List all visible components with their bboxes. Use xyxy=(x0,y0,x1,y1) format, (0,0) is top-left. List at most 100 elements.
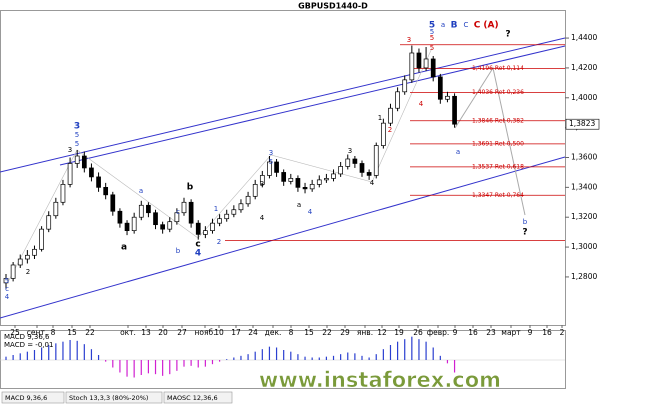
candle-body xyxy=(373,145,379,176)
candle-body xyxy=(445,95,450,100)
macd-bar xyxy=(162,360,164,376)
wave-label: B xyxy=(451,21,458,31)
candle-body xyxy=(203,230,208,235)
x-tick-label: 16 xyxy=(468,328,478,337)
x-tick-label: 19 xyxy=(394,328,404,337)
x-tick-label: 25 xyxy=(10,328,20,337)
x-tick-label: 22 xyxy=(85,328,95,337)
wave-label: 5 xyxy=(75,140,79,148)
candle-body xyxy=(81,155,87,169)
candle-body xyxy=(146,204,151,214)
x-tick-label: янв. xyxy=(357,328,373,337)
macd-bar xyxy=(297,354,299,360)
candle-body xyxy=(124,222,130,231)
candle-body xyxy=(17,258,23,266)
y-tick-label: 1,4200 xyxy=(571,63,597,72)
x-tick-label: окт. xyxy=(120,328,136,337)
wave-label: ? xyxy=(505,30,510,40)
x-tick-label: 17 xyxy=(231,328,241,337)
wave-label: 3 xyxy=(407,36,411,44)
macd-bar xyxy=(176,360,178,371)
macd-bar xyxy=(48,345,50,360)
wave-label: 2 xyxy=(217,238,221,246)
candle-body xyxy=(331,173,336,179)
channel-line xyxy=(0,156,566,319)
macd-bar xyxy=(105,360,107,362)
wave-label: 5 xyxy=(430,28,434,36)
wave-label: 3 xyxy=(74,122,80,132)
x-tick-label: нояб. xyxy=(194,328,215,337)
macd-bar xyxy=(290,351,292,360)
wave-label: 3 xyxy=(260,180,264,188)
plot-frame xyxy=(0,10,566,326)
level-label: 1,3537 Ret 0,618 xyxy=(472,163,524,170)
wave-label: a xyxy=(441,21,445,29)
current-price-label: 1,3823 xyxy=(569,119,595,128)
macd-bar xyxy=(397,341,399,360)
wave-label: 3 xyxy=(269,149,273,157)
x-tick-label: 10 xyxy=(214,328,224,337)
wave-label: 5 xyxy=(5,277,9,285)
wave-label: 4 xyxy=(5,293,10,301)
macd-bar xyxy=(240,355,242,360)
x-tick-label: март xyxy=(501,328,521,337)
x-tick-label: 9 xyxy=(453,328,458,337)
candle-body xyxy=(224,213,230,220)
tab[interactable]: MAOSC 12,36,6 xyxy=(167,394,218,402)
macd-bar xyxy=(204,360,206,367)
candle-body xyxy=(60,184,66,203)
macd-bar xyxy=(169,360,171,375)
macd-value: MACD = -0,01 xyxy=(4,341,53,349)
candle-body xyxy=(359,163,365,173)
wave-label: ? xyxy=(522,228,527,238)
macd-bar xyxy=(211,360,214,365)
y-tick-label: 1,3000 xyxy=(571,242,597,251)
macd-bar xyxy=(404,339,406,360)
candle-body xyxy=(416,52,422,69)
candle-body xyxy=(316,179,322,185)
wave-label: c xyxy=(5,285,9,293)
x-tick-label: сент. xyxy=(27,328,47,337)
candle-body xyxy=(110,194,116,212)
wave-label: 4 xyxy=(195,249,201,259)
candle-body xyxy=(10,264,16,279)
candle-body xyxy=(281,172,287,182)
x-tick-label: 29 xyxy=(340,328,350,337)
macd-bar xyxy=(19,353,21,360)
macd-bar xyxy=(33,350,36,360)
tab-frame xyxy=(163,391,233,404)
y-tick-label: 1,3400 xyxy=(571,182,597,191)
wave-label: 5 xyxy=(269,158,273,166)
macd-bar xyxy=(219,360,221,362)
candle-body xyxy=(309,184,315,190)
tab[interactable]: Stoch 13,3,3 (80%-20%) xyxy=(69,394,148,402)
level-label: 1,3347 Ret 0,764 xyxy=(472,192,524,199)
wave-label: b xyxy=(187,183,194,193)
candle-body xyxy=(96,176,101,188)
macd-bar xyxy=(55,343,57,360)
macd-bar xyxy=(439,355,441,360)
macd-bar xyxy=(361,355,363,360)
candle-body xyxy=(295,178,301,188)
macd-bar xyxy=(112,360,114,368)
macd-bar xyxy=(5,356,7,360)
macd-bar xyxy=(347,352,349,360)
macd-frame xyxy=(0,330,566,389)
macd-bar xyxy=(76,340,78,360)
macd-bar xyxy=(83,344,85,360)
tab-frame xyxy=(1,391,65,404)
candle-body xyxy=(252,184,258,197)
wave-label: C xyxy=(474,21,481,31)
candle-body xyxy=(181,201,187,214)
tab-frame xyxy=(65,391,163,404)
wave-label: C xyxy=(464,21,469,29)
level-label: 1,3691 Ret 0,500 xyxy=(472,140,524,147)
wave-label: a xyxy=(297,201,301,209)
candle-body xyxy=(160,224,165,230)
tab[interactable]: MACD 9,36,6 xyxy=(5,394,47,402)
wave-label: b xyxy=(523,218,528,226)
macd-bar xyxy=(147,360,149,374)
candle-body xyxy=(25,254,30,260)
macd-bar xyxy=(254,351,256,360)
candle-body xyxy=(302,187,308,190)
